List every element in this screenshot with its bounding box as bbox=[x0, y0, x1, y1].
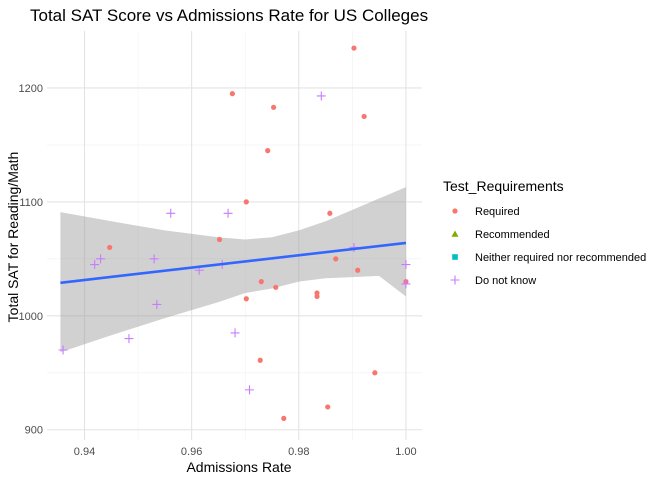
data-point bbox=[124, 334, 134, 344]
data-point bbox=[351, 45, 357, 51]
data-point bbox=[401, 279, 411, 289]
y-tick-label: 1200 bbox=[19, 83, 43, 95]
data-point bbox=[372, 370, 378, 376]
legend-label: Required bbox=[475, 206, 520, 218]
data-point bbox=[223, 208, 233, 218]
x-axis-title: Admissions Rate bbox=[186, 459, 291, 475]
confidence-band bbox=[60, 187, 406, 353]
confidence-band-area bbox=[60, 187, 406, 353]
data-point bbox=[243, 296, 249, 302]
chart-title: Total SAT Score vs Admissions Rate for U… bbox=[30, 6, 428, 25]
legend-label: Neither required nor recommended bbox=[475, 252, 646, 264]
y-axis-title: Total SAT for Reading/Math bbox=[5, 152, 21, 323]
data-point bbox=[149, 254, 159, 264]
data-point bbox=[325, 404, 331, 410]
trend-line bbox=[60, 241, 407, 285]
y-tick-label: 1100 bbox=[19, 197, 43, 209]
grid-lines bbox=[47, 31, 422, 440]
legend-key-triangle bbox=[451, 230, 459, 237]
data-point bbox=[271, 104, 277, 110]
data-point bbox=[316, 91, 326, 101]
legend: Test_Requirements Required Recommended Nei… bbox=[443, 178, 646, 287]
data-point bbox=[230, 328, 240, 338]
data-point bbox=[333, 256, 339, 262]
data-point bbox=[273, 284, 279, 290]
y-axis-ticks: 900 1000 1100 1200 bbox=[19, 83, 43, 437]
legend-label: Recommended bbox=[475, 229, 550, 241]
data-point bbox=[107, 244, 113, 251]
data-point bbox=[245, 385, 254, 395]
data-point bbox=[243, 199, 249, 205]
data-point bbox=[216, 236, 223, 243]
data-point bbox=[229, 91, 235, 97]
legend-key-plus bbox=[450, 275, 460, 285]
data-point bbox=[281, 415, 287, 421]
y-tick-label: 1000 bbox=[19, 311, 43, 323]
y-tick-label: 900 bbox=[25, 425, 43, 437]
x-tick-label: 0.98 bbox=[288, 446, 309, 458]
x-axis-ticks: 0.94 0.96 0.98 1.00 bbox=[74, 446, 417, 458]
x-tick-label: 1.00 bbox=[395, 446, 416, 458]
data-points bbox=[58, 45, 411, 421]
x-tick-label: 0.96 bbox=[181, 446, 202, 458]
data-point bbox=[361, 113, 367, 120]
data-point bbox=[401, 260, 411, 270]
data-point bbox=[314, 293, 320, 300]
legend-title: Test_Requirements bbox=[443, 178, 564, 194]
data-point bbox=[257, 357, 263, 363]
data-point bbox=[96, 254, 106, 264]
legend-label: Do not know bbox=[475, 275, 536, 287]
legend-items: Required Recommended Neither required nor … bbox=[450, 206, 646, 287]
data-point bbox=[152, 299, 162, 309]
data-point bbox=[327, 210, 333, 216]
trend-line-path bbox=[60, 241, 407, 285]
data-point bbox=[258, 279, 264, 285]
data-point bbox=[58, 345, 68, 355]
data-point bbox=[265, 148, 271, 154]
x-tick-label: 0.94 bbox=[74, 446, 95, 458]
data-point bbox=[355, 267, 361, 273]
data-point bbox=[166, 208, 176, 218]
data-point bbox=[90, 260, 100, 270]
legend-key-square bbox=[452, 254, 458, 260]
legend-key-circle bbox=[452, 208, 458, 214]
